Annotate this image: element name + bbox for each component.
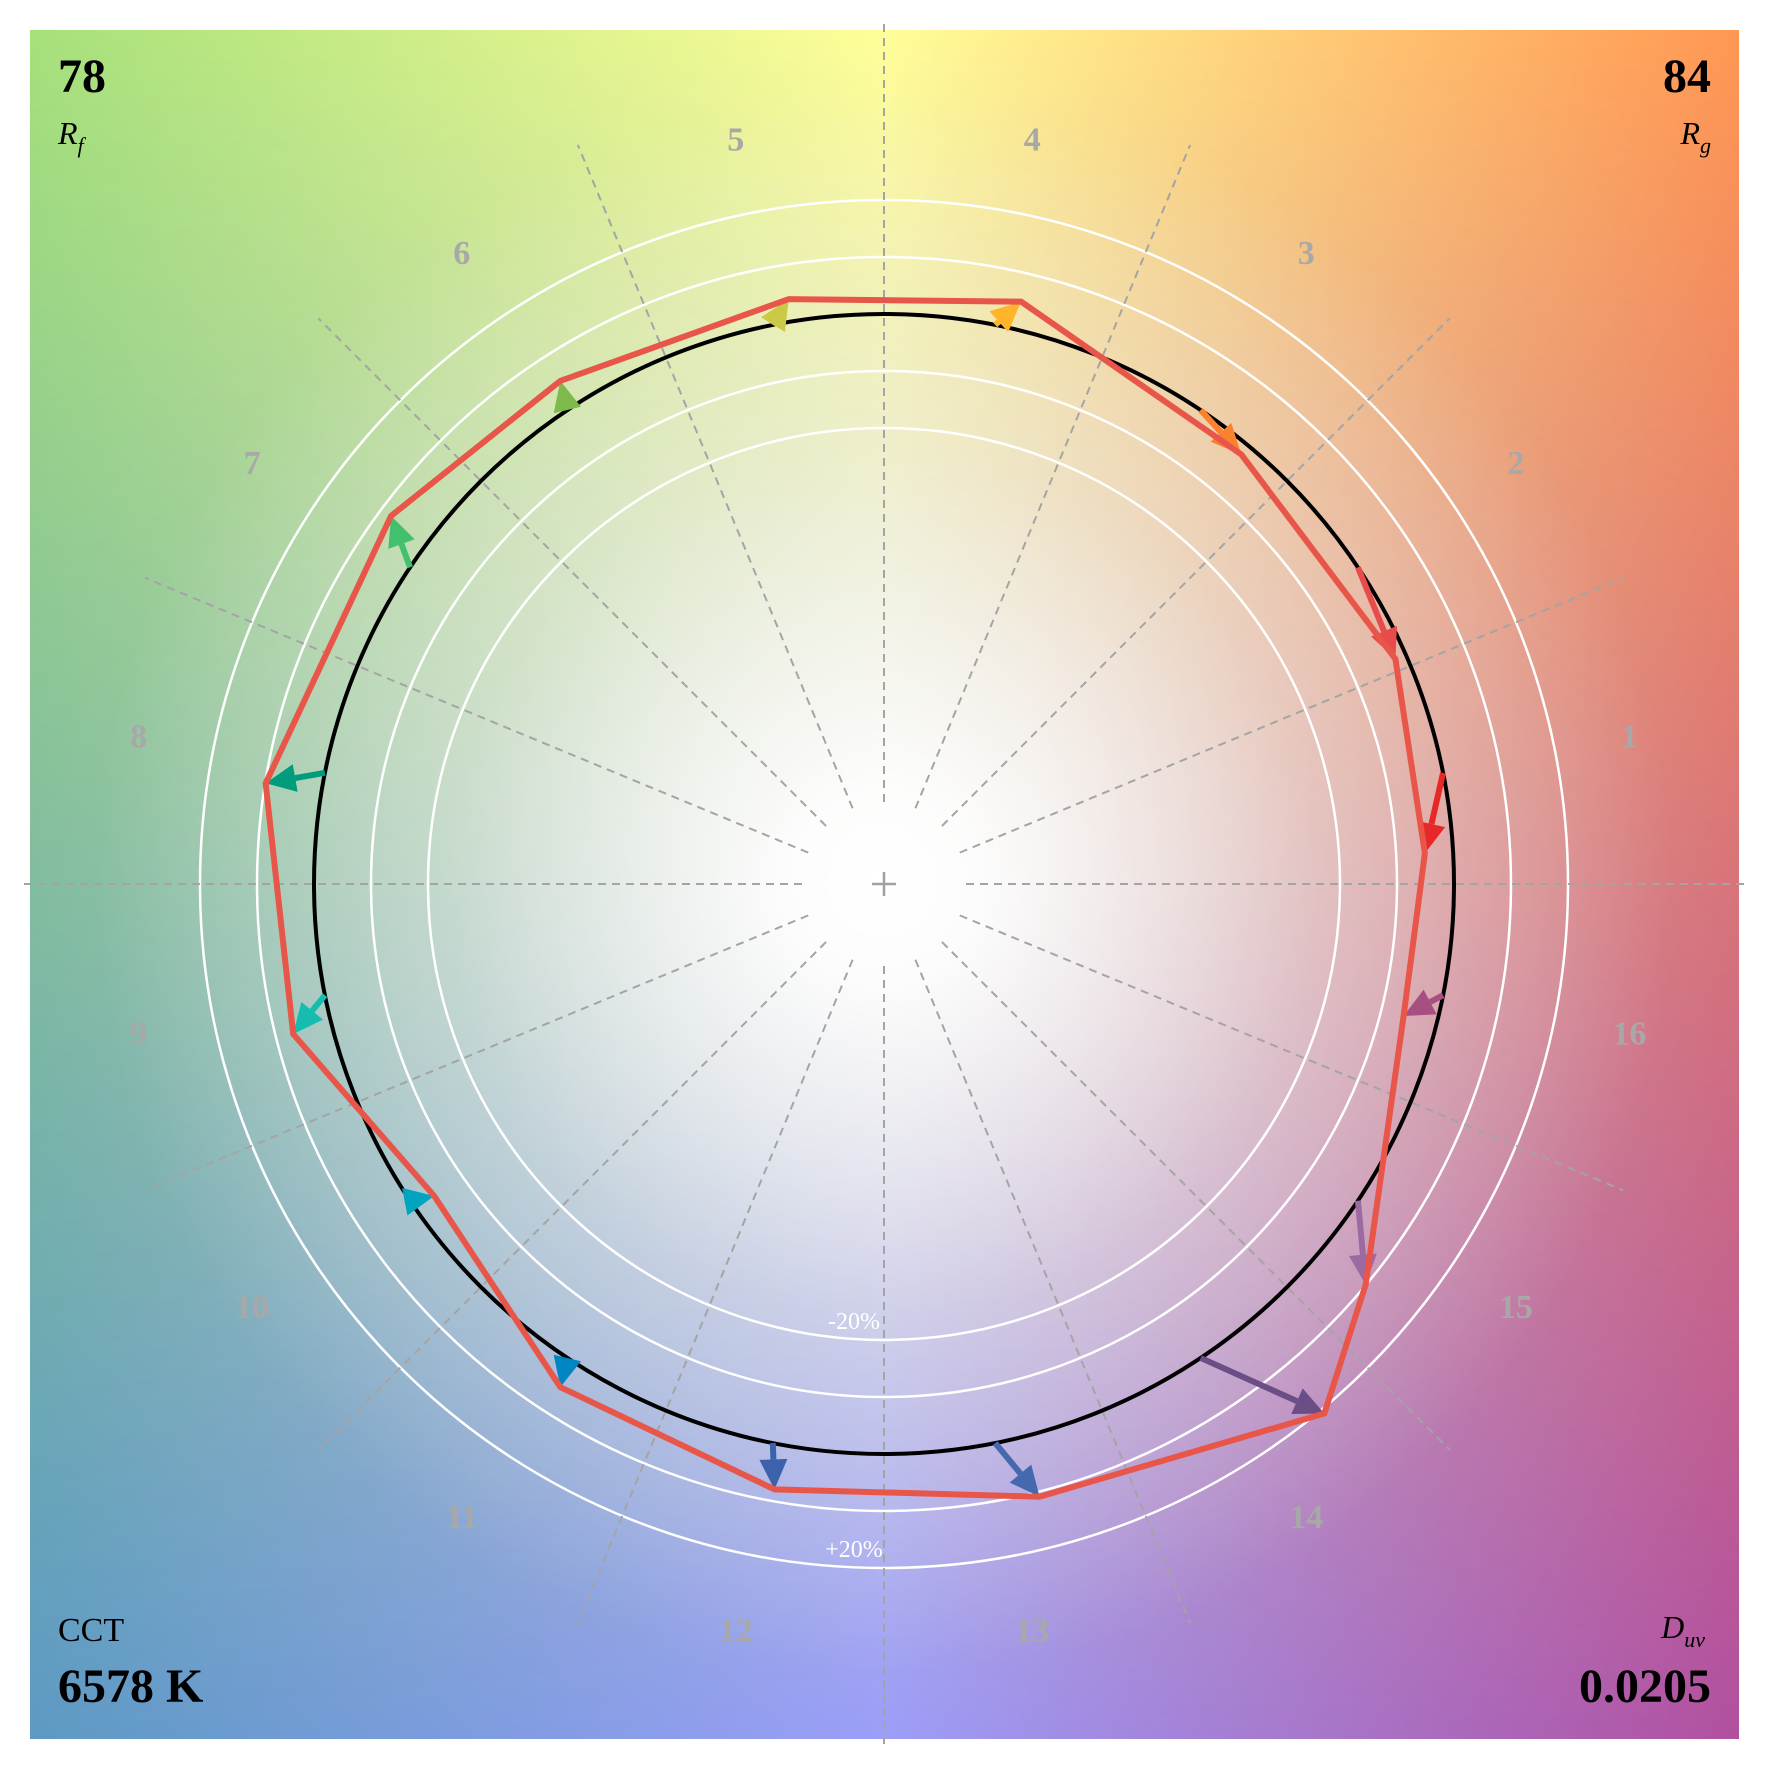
bin-divider <box>317 941 827 1451</box>
bin-label: 6 <box>453 235 470 272</box>
bin-divider <box>576 959 854 1624</box>
cct-label: CCT <box>58 1612 124 1649</box>
rf-label: Rf <box>57 115 87 158</box>
bin-label: 14 <box>1289 1499 1323 1536</box>
ring-percent-label: +20% <box>825 1537 883 1563</box>
bin-divider <box>317 317 827 827</box>
bin-label: 4 <box>1024 122 1041 159</box>
bin-label: 9 <box>130 1015 147 1052</box>
bin-label: 10 <box>235 1289 269 1326</box>
bin-label: 3 <box>1298 235 1315 272</box>
chroma-arrow-4 <box>989 301 1022 333</box>
chroma-arrow-10 <box>402 1187 435 1216</box>
bin-divider <box>959 914 1624 1192</box>
chroma-arrow-7 <box>388 515 415 569</box>
chroma-ring <box>369 369 1399 1399</box>
bin-label: 7 <box>244 445 261 482</box>
chroma-arrow-9 <box>293 993 328 1035</box>
chroma-arrow-8 <box>265 764 326 792</box>
ring-percent-labels: -20% +20% <box>825 1309 883 1563</box>
chroma-arrow-5 <box>761 299 789 332</box>
test-source-polygon <box>262 296 1428 1500</box>
chroma-arrow-6 <box>553 380 581 414</box>
cct-value: 6578 K <box>58 1660 203 1713</box>
bin-label: 11 <box>446 1499 478 1536</box>
chroma-arrow-11 <box>553 1354 581 1388</box>
chroma-ring <box>426 426 1342 1342</box>
rf-value: 78 <box>58 50 106 103</box>
duv-label: Duv <box>1660 1609 1705 1652</box>
reference-circle <box>312 312 1456 1456</box>
chroma-ring <box>255 255 1513 1513</box>
bin-divider <box>144 914 809 1192</box>
bin-divider <box>959 576 1624 854</box>
bin-divider <box>941 317 1451 827</box>
bin-label: 8 <box>130 719 147 756</box>
reference-circle-line <box>312 312 1456 1456</box>
bin-divider <box>144 576 809 854</box>
bin-divider <box>941 941 1451 1451</box>
chroma-arrow-16 <box>1403 989 1445 1016</box>
bin-divider <box>914 959 1192 1624</box>
bin-divider <box>576 144 854 809</box>
rg-value: 84 <box>1663 50 1711 103</box>
ring-percent-label: -20% <box>828 1309 880 1335</box>
chroma-arrow-12 <box>759 1442 788 1490</box>
bin-label: 2 <box>1507 445 1524 482</box>
bin-label: 5 <box>727 122 744 159</box>
bin-divider <box>914 144 1192 809</box>
test-polygon-line <box>262 296 1428 1500</box>
chroma-arrow-14 <box>1199 1355 1325 1414</box>
bin-label: 16 <box>1612 1015 1646 1052</box>
bin-label: 1 <box>1621 719 1638 756</box>
chroma-arrow-13 <box>992 1441 1040 1497</box>
bin-label: 15 <box>1499 1289 1533 1326</box>
center-crosshair <box>872 872 896 896</box>
duv-value: 0.0205 <box>1579 1660 1711 1713</box>
bin-label: 12 <box>719 1612 753 1649</box>
bin-label: 13 <box>1015 1612 1049 1649</box>
rg-label: Rg <box>1679 115 1711 158</box>
hue-bin-dividers <box>24 24 1744 1744</box>
